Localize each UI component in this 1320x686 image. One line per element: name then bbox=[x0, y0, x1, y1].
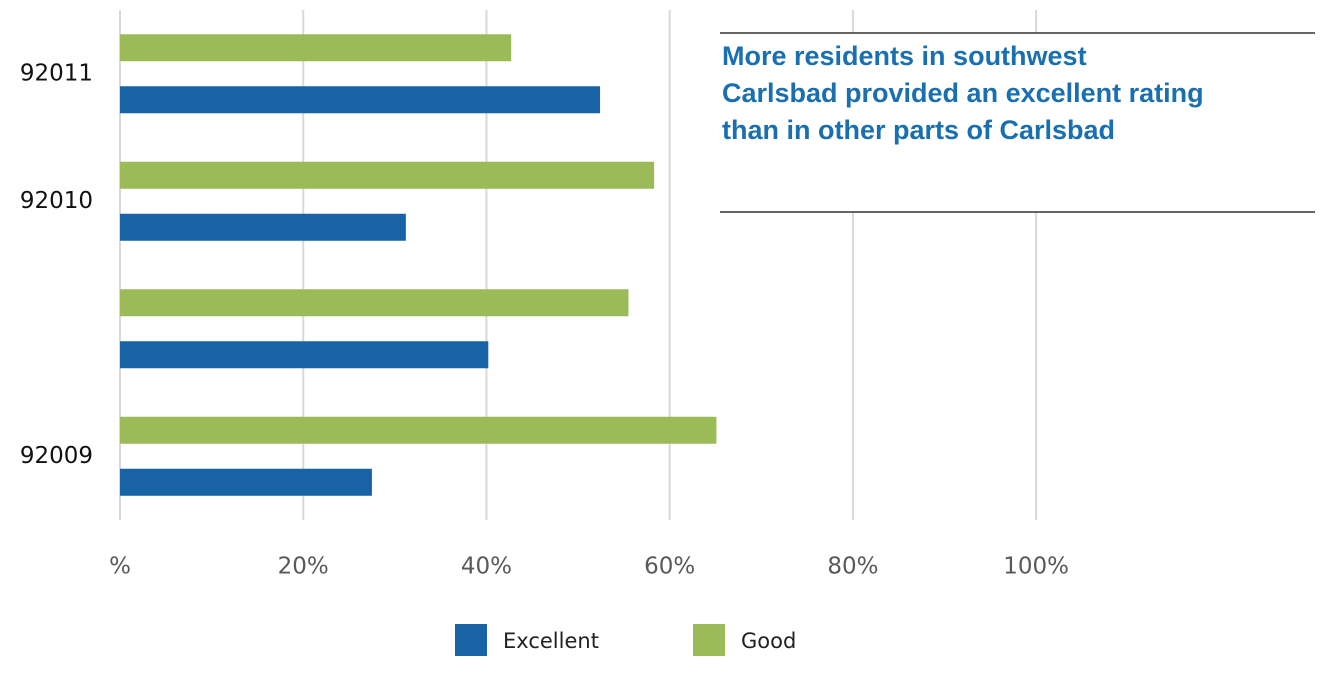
bar bbox=[120, 416, 717, 444]
y-tick-label: 92011 bbox=[20, 60, 93, 86]
legend-swatch bbox=[693, 624, 725, 656]
annotation: More residents in southwest bbox=[722, 41, 1087, 71]
legend-label: Good bbox=[741, 629, 796, 653]
bar bbox=[120, 34, 512, 62]
bar bbox=[120, 468, 372, 496]
annotation: than in other parts of Carlsbad bbox=[722, 115, 1115, 145]
bar bbox=[120, 161, 655, 189]
bar bbox=[120, 289, 629, 317]
x-tick-label: 100% bbox=[1003, 554, 1069, 580]
x-tick-label: 80% bbox=[827, 554, 878, 580]
y-tick-label: 92010 bbox=[20, 188, 93, 214]
x-tick-label: 20% bbox=[278, 554, 329, 580]
annotation-box bbox=[720, 33, 1315, 212]
bar bbox=[120, 341, 489, 369]
x-tick-label: % bbox=[109, 554, 131, 580]
y-tick-label: 92009 bbox=[20, 443, 93, 469]
bar bbox=[120, 213, 406, 241]
annotation: Carlsbad provided an excellent rating bbox=[722, 78, 1204, 108]
legend-label: Excellent bbox=[503, 629, 599, 653]
x-tick-label: 40% bbox=[461, 554, 512, 580]
x-tick-label: 60% bbox=[644, 554, 695, 580]
legend-swatch bbox=[455, 624, 487, 656]
bar bbox=[120, 86, 601, 114]
